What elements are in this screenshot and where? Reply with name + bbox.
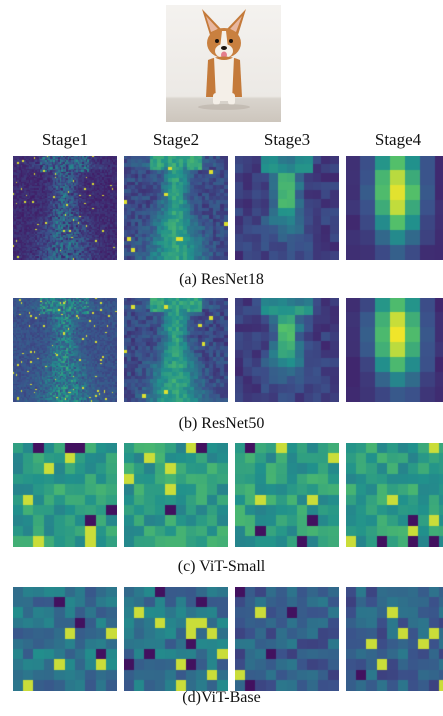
stage-label-1: Stage1 [41, 130, 89, 149]
heatmap-vit-small-stage3 [235, 443, 339, 547]
heatmap-resnet50-stage2 [124, 298, 228, 402]
heatmap-vit-small-stage4 [346, 443, 443, 547]
heatmap-vit-base-stage4 [346, 587, 443, 691]
caption-vit-small: (c) ViT-Small [177, 558, 266, 575]
stage-label-4: Stage4 [374, 130, 422, 149]
caption-resnet18: (a) ResNet18 [179, 271, 264, 288]
heatmap-vit-small-stage2 [124, 443, 228, 547]
heatmap-resnet18-stage1 [13, 156, 117, 260]
dog-illustration [198, 9, 250, 110]
heatmap-resnet18-stage3 [235, 156, 339, 260]
stage-label-2: Stage2 [152, 130, 200, 149]
heatmap-vit-base-stage3 [235, 587, 339, 691]
heatmap-vit-base-stage1 [13, 587, 117, 691]
heatmap-resnet50-stage4 [346, 298, 443, 402]
dog-photo [166, 5, 281, 122]
heatmap-resnet18-stage2 [124, 156, 228, 260]
heatmap-resnet18-stage4 [346, 156, 443, 260]
heatmap-resnet50-stage3 [235, 298, 339, 402]
heatmap-vit-small-stage1 [13, 443, 117, 547]
heatmap-vit-base-stage2 [124, 587, 228, 691]
caption-resnet50: (b) ResNet50 [178, 415, 265, 432]
caption-vit-base: (d)ViT-Base [182, 689, 261, 706]
heatmap-resnet50-stage1 [13, 298, 117, 402]
stage-label-3: Stage3 [263, 130, 311, 149]
